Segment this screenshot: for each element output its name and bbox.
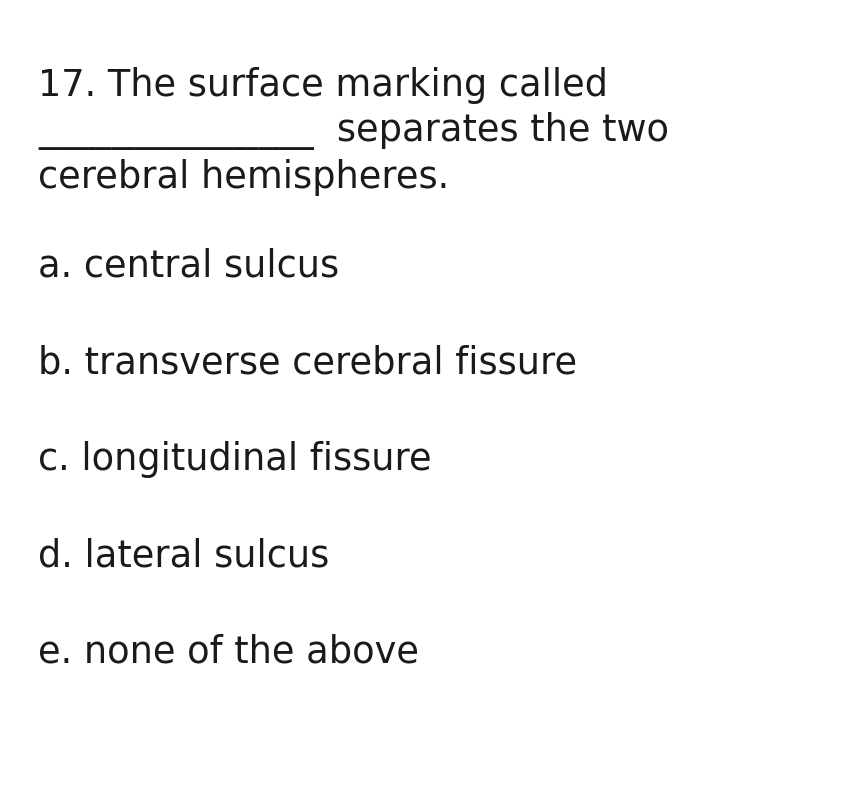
Text: a. central sulcus: a. central sulcus bbox=[38, 247, 339, 285]
Text: d. lateral sulcus: d. lateral sulcus bbox=[38, 537, 329, 574]
Text: b. transverse cerebral fissure: b. transverse cerebral fissure bbox=[38, 344, 577, 381]
Text: cerebral hemispheres.: cerebral hemispheres. bbox=[38, 159, 449, 196]
Text: 17. The surface marking called: 17. The surface marking called bbox=[38, 67, 608, 104]
Text: c. longitudinal fissure: c. longitudinal fissure bbox=[38, 440, 431, 478]
Text: e. none of the above: e. none of the above bbox=[38, 633, 419, 671]
Text: _______________  separates the two: _______________ separates the two bbox=[38, 113, 669, 150]
